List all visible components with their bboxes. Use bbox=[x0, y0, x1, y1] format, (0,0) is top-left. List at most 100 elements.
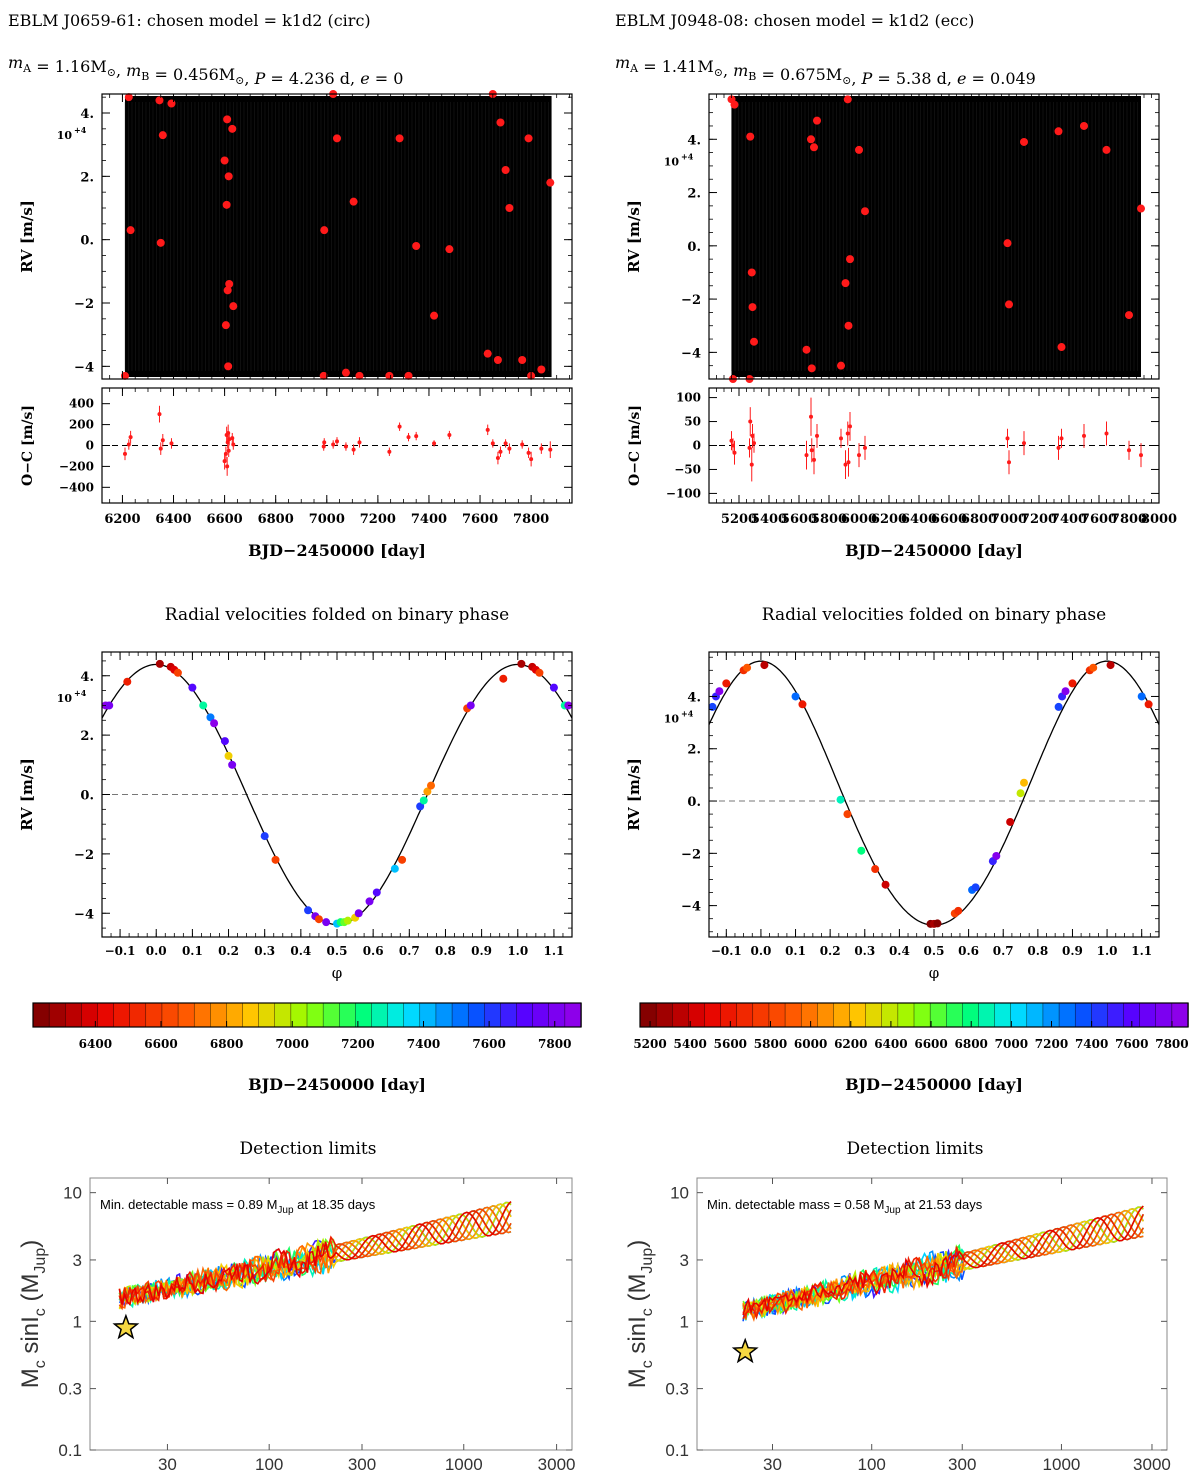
residual-point bbox=[863, 445, 867, 450]
residual-point bbox=[846, 460, 851, 465]
colorbar-segment bbox=[1074, 1002, 1092, 1028]
x-tick-label: 7200 bbox=[1021, 512, 1057, 527]
x-axis-label: BJD−2450000 [day] bbox=[248, 541, 426, 560]
y-tick-label: 100 bbox=[676, 391, 701, 405]
residual-point bbox=[122, 451, 127, 456]
y-tick-label: 4. bbox=[80, 670, 94, 685]
axis-label-fragment: ) bbox=[624, 1240, 651, 1248]
residual-point bbox=[752, 441, 756, 446]
rv-data-point bbox=[224, 362, 233, 371]
x-tick-label: 300 bbox=[948, 1455, 976, 1474]
residual-point bbox=[1005, 436, 1010, 441]
y-tick-label: 4. bbox=[687, 133, 701, 148]
min-mass-annotation: Min. detectable mass = 0.89 MJup at 18.3… bbox=[100, 1197, 376, 1216]
residual-point bbox=[1127, 448, 1131, 453]
x-tick-label: 1000 bbox=[1043, 1455, 1081, 1474]
phase-data-point bbox=[836, 795, 845, 804]
phase-data-point bbox=[123, 677, 132, 686]
phase-data-point bbox=[314, 915, 323, 924]
x-tick-label: 1.1 bbox=[1131, 944, 1152, 958]
phase-data-point bbox=[798, 700, 807, 709]
annotation-text: Min. detectable mass = 0.89 M bbox=[100, 1197, 277, 1212]
colorbar-segment bbox=[881, 1002, 899, 1028]
min-mass-annotation: Min. detectable mass = 0.58 MJup at 21.5… bbox=[707, 1197, 983, 1216]
colorbar-segment bbox=[1139, 1002, 1157, 1028]
residual-point bbox=[230, 436, 235, 441]
rv-data-point bbox=[319, 371, 328, 380]
colorbar-segment bbox=[994, 1002, 1012, 1028]
phase-data-point bbox=[1068, 679, 1077, 688]
rv-data-point bbox=[167, 99, 176, 108]
residual-point bbox=[169, 441, 174, 446]
colorbar-tick-label: 6800 bbox=[210, 1037, 243, 1051]
exponent-label: +4 bbox=[681, 708, 694, 718]
rv-data-point bbox=[802, 345, 811, 354]
x-tick-label: 7000 bbox=[309, 512, 345, 527]
colorbar-frame bbox=[32, 1002, 582, 1028]
param-fragment: P bbox=[254, 69, 266, 88]
x-tick-label: 0.8 bbox=[1027, 944, 1048, 958]
phase-data-point bbox=[760, 661, 769, 670]
phase-data-point bbox=[722, 679, 731, 688]
residual-point bbox=[529, 457, 534, 462]
rv-data-point bbox=[120, 371, 129, 380]
residual-point bbox=[227, 437, 232, 442]
x-tick-label: 5200 bbox=[721, 512, 757, 527]
colorbar-segment bbox=[113, 1002, 131, 1028]
y-tick-label: −100 bbox=[666, 486, 701, 500]
rv-data-point bbox=[430, 311, 439, 320]
colorbar-tick-label: 6600 bbox=[914, 1037, 947, 1051]
panel-title: EBLM J0948-08: chosen model = k1d2 (ecc) bbox=[615, 11, 974, 30]
rv-model-curve bbox=[708, 660, 1160, 926]
exponent-label: 10 bbox=[664, 155, 680, 168]
x-tick-label: 7800 bbox=[1111, 512, 1147, 527]
x-tick-label: 0.3 bbox=[854, 944, 875, 958]
x-tick-label: 5800 bbox=[811, 512, 847, 527]
residual-point bbox=[495, 456, 500, 461]
rv-data-point bbox=[349, 197, 358, 206]
phase-data-point bbox=[1137, 692, 1146, 701]
param-fragment: m bbox=[126, 61, 141, 80]
x-axis-label: Pc (days) bbox=[873, 1479, 970, 1481]
phase-data-point bbox=[1016, 789, 1025, 798]
annotation-tail: at 21.53 days bbox=[901, 1197, 983, 1212]
phase-data-point bbox=[427, 781, 435, 790]
phase-data-point bbox=[992, 851, 1001, 860]
param-fragment: = 5.38 d, bbox=[872, 69, 957, 88]
x-axis-label: Pc (days) bbox=[272, 1479, 369, 1481]
residual-point bbox=[503, 441, 508, 446]
phase-data-point bbox=[260, 832, 269, 841]
phase-data-point bbox=[1006, 817, 1015, 826]
colorbar-segment bbox=[752, 1002, 770, 1028]
residual-point bbox=[397, 424, 402, 429]
rv-data-point bbox=[807, 364, 816, 373]
param-fragment: ⊙ bbox=[107, 66, 116, 79]
colorbar-segment bbox=[435, 1002, 453, 1028]
colorbar-frame bbox=[639, 1002, 1189, 1028]
x-axis-label: BJD−2450000 [day] bbox=[845, 541, 1023, 560]
rv-data-point bbox=[229, 302, 238, 311]
residual-point bbox=[225, 440, 230, 445]
x-tick-label: 7000 bbox=[991, 512, 1027, 527]
x-tick-label: 6600 bbox=[931, 512, 967, 527]
oc-residual-plot: 100 50 0 −50 −100 520054005600580060006200640… bbox=[627, 387, 1177, 560]
x-tick-label: 300 bbox=[348, 1455, 376, 1474]
colorbar-tick-label: 5600 bbox=[714, 1037, 747, 1051]
colorbar-tick-label: 6400 bbox=[79, 1037, 112, 1051]
colorbar-segment bbox=[177, 1002, 195, 1028]
colorbar-segment bbox=[913, 1002, 931, 1028]
rv-data-point bbox=[320, 226, 329, 235]
phase-data-point bbox=[322, 918, 331, 927]
rv-data-point bbox=[126, 226, 135, 235]
x-tick-label: 0.4 bbox=[290, 944, 311, 958]
detection-limit-curve bbox=[118, 1208, 512, 1311]
x-tick-label: 5400 bbox=[751, 512, 787, 527]
annotation-subscript: Jup bbox=[277, 1205, 294, 1216]
y-tick-label: −4 bbox=[74, 907, 94, 922]
rv-data-point bbox=[537, 365, 546, 374]
param-fragment: e bbox=[360, 69, 369, 88]
y-tick-label: 1 bbox=[680, 1312, 689, 1331]
phase-plot-title: Radial velocities folded on binary phase bbox=[762, 605, 1106, 625]
param-fragment: ⊙ bbox=[714, 66, 723, 79]
colorbar-segment bbox=[65, 1002, 83, 1028]
